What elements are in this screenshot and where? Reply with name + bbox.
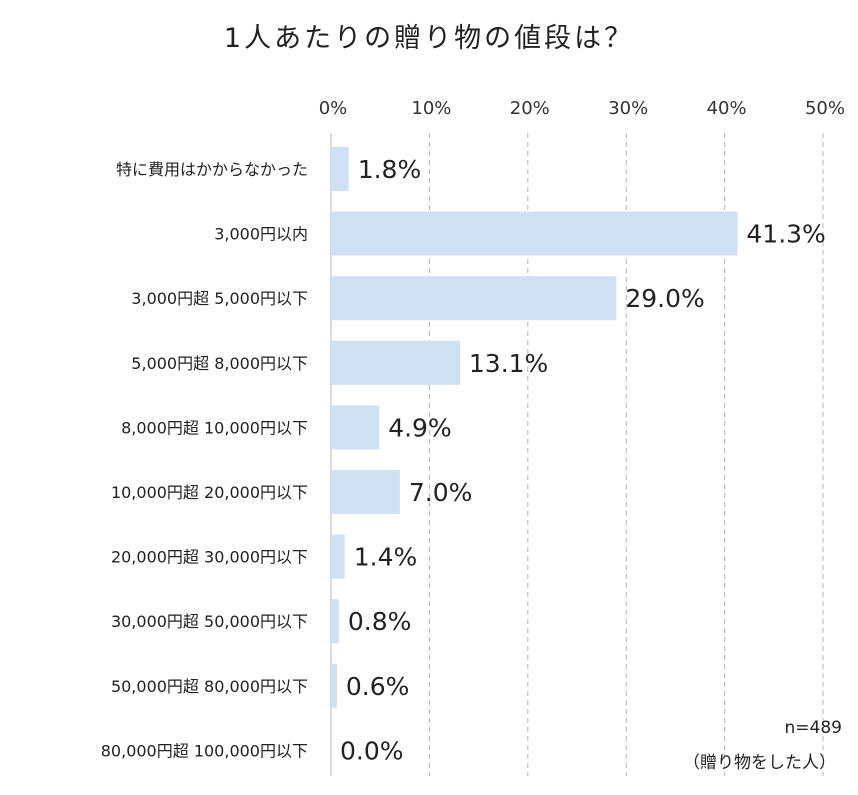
data-label: 1.8% bbox=[358, 155, 422, 184]
bar bbox=[331, 663, 337, 708]
data-label: 13.1% bbox=[469, 349, 548, 378]
x-tick-labels: 0% 10% 20% 30% 40% 50% bbox=[319, 98, 845, 119]
category-label: 3,000円以内 bbox=[214, 225, 308, 244]
bar bbox=[331, 470, 400, 514]
bar bbox=[331, 405, 380, 450]
bar bbox=[331, 340, 460, 385]
sample-size-note: n=489 bbox=[784, 718, 842, 738]
category-label: 10,000円超 20,000円以下 bbox=[111, 483, 308, 502]
bar bbox=[331, 534, 345, 579]
bar bbox=[331, 211, 738, 256]
data-label: 0.0% bbox=[340, 736, 404, 765]
category-label: 5,000円超 8,000円以下 bbox=[131, 354, 308, 373]
category-label: 8,000円超 10,000円以下 bbox=[121, 418, 308, 437]
category-label: 80,000円超 100,000円以下 bbox=[101, 741, 308, 760]
category-label: 3,000円超 5,000円以下 bbox=[131, 289, 308, 308]
data-label: 0.8% bbox=[348, 607, 412, 636]
data-labels: 1.8% 41.3% 29.0% 13.1% 4.9% 7.0% 1.4% 0.8% 0.6% 0… bbox=[340, 155, 826, 765]
sample-subtitle: （贈り物をした人） bbox=[683, 753, 836, 773]
data-label: 4.9% bbox=[388, 413, 452, 442]
category-label: 50,000円超 80,000円以下 bbox=[111, 677, 308, 696]
x-tick-label: 0% bbox=[319, 98, 348, 119]
data-label: 0.6% bbox=[346, 672, 410, 701]
category-labels: 特に費用はかからなかった 3,000円以内 3,000円超 5,000円以下 5,00… bbox=[101, 160, 308, 760]
x-tick-label: 40% bbox=[707, 98, 747, 119]
category-label: 特に費用はかからなかった bbox=[116, 160, 308, 179]
x-tick-label: 20% bbox=[510, 98, 550, 119]
x-tick-label: 50% bbox=[805, 98, 845, 119]
x-tick-label: 10% bbox=[411, 98, 451, 119]
data-label: 41.3% bbox=[746, 220, 825, 249]
data-label: 29.0% bbox=[625, 284, 704, 313]
x-tick-label: 30% bbox=[608, 98, 648, 119]
bar bbox=[331, 276, 617, 321]
category-label: 30,000円超 50,000円以下 bbox=[111, 612, 308, 631]
bar bbox=[331, 599, 339, 644]
data-label: 7.0% bbox=[409, 478, 473, 507]
bar bbox=[331, 147, 349, 191]
category-label: 20,000円超 30,000円以下 bbox=[111, 548, 308, 567]
data-label: 1.4% bbox=[354, 543, 418, 572]
bars bbox=[331, 147, 738, 708]
chart-title: 1人あたりの贈り物の値段は？ bbox=[223, 23, 635, 54]
